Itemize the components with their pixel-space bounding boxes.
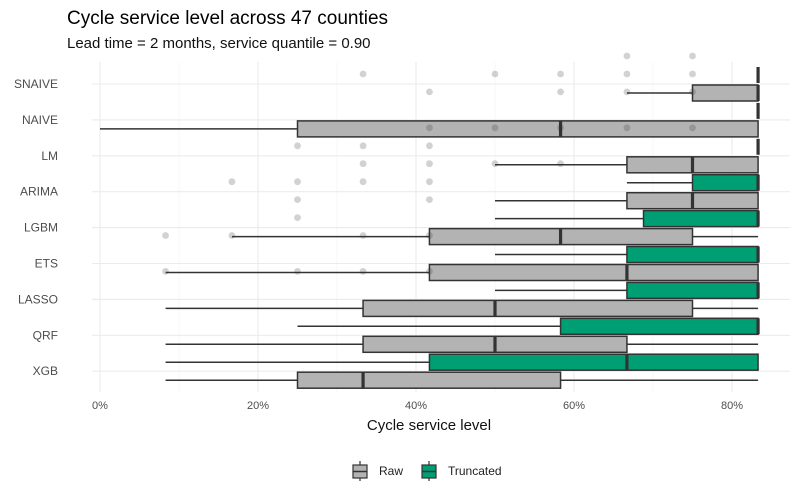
y-axis-tick-labels: SNAIVE NAIVE LM ARIMA LGBM ETS LASSO QRF XGB	[14, 77, 58, 378]
y-tick-label: LM	[41, 149, 58, 163]
x-axis-tick-labels: 0% 20% 40% 60% 80%	[92, 400, 743, 412]
x-tick-label: 20%	[247, 400, 269, 412]
x-tick-label: 80%	[721, 400, 743, 412]
x-tick-label: 60%	[563, 400, 585, 412]
outlier-point	[557, 160, 564, 168]
legend-key-raw	[352, 461, 368, 481]
outlier-point	[623, 88, 631, 96]
box-series	[100, 67, 760, 389]
box-raw-lgbm	[231, 227, 759, 246]
box-truncated-arima	[626, 173, 760, 192]
box-iqr	[642, 209, 759, 228]
y-tick-label: ETS	[35, 257, 58, 271]
box-raw-snaive	[626, 84, 760, 102]
box-iqr	[362, 299, 694, 318]
outlier-point	[228, 232, 236, 239]
box-iqr	[691, 173, 759, 192]
box-raw-ets	[165, 263, 759, 282]
outlier-point	[491, 160, 499, 168]
outlier-point	[426, 196, 433, 204]
outlier-point	[426, 88, 433, 96]
x-tick-label: 0%	[92, 400, 108, 412]
outlier-point	[689, 88, 696, 96]
chart-title: Cycle service level across 47 counties	[67, 8, 388, 29]
outlier-point	[359, 178, 367, 186]
outlier-point	[623, 124, 631, 132]
outlier-point	[689, 70, 696, 78]
x-tick-label: 40%	[405, 400, 427, 412]
box-truncated-lgbm	[495, 209, 760, 228]
box-iqr	[296, 371, 562, 389]
chart-subtitle: Lead time = 2 months, service quantile =…	[67, 35, 371, 52]
outlier-point	[162, 268, 169, 275]
outlier-point	[294, 268, 301, 275]
y-tick-label: NAIVE	[22, 113, 58, 127]
y-tick-label: SNAIVE	[14, 77, 58, 91]
box-truncated-qrf	[297, 317, 760, 336]
outlier-point	[294, 142, 301, 150]
outlier-point	[689, 52, 696, 60]
y-tick-label: ARIMA	[20, 185, 58, 199]
box-raw-lasso	[165, 299, 759, 318]
outlier-point	[294, 196, 301, 204]
outlier-point	[359, 268, 367, 275]
box-iqr	[691, 84, 759, 102]
x-axis-label: Cycle service level	[367, 417, 491, 434]
outlier-point	[623, 52, 631, 60]
box-iqr	[559, 317, 759, 336]
y-tick-label: LGBM	[24, 221, 58, 235]
box-truncated-lasso	[495, 281, 760, 300]
outlier-point	[426, 142, 433, 150]
outlier-point	[359, 142, 367, 150]
outlier-point	[557, 124, 564, 132]
legend-key-truncated	[421, 461, 437, 481]
legend-label: Truncated	[448, 464, 502, 478]
gridlines	[92, 62, 790, 392]
outlier-point	[426, 178, 433, 186]
box-iqr	[626, 281, 759, 300]
box-raw-qrf	[165, 335, 759, 354]
box-raw-xgb	[165, 371, 759, 389]
box-raw-naive	[100, 120, 759, 138]
box-raw-arima	[495, 191, 759, 210]
box-iqr	[428, 263, 759, 282]
outlier-point	[426, 124, 433, 132]
box-iqr	[428, 353, 759, 371]
box-truncated-ets	[495, 245, 760, 264]
outlier-point	[491, 124, 499, 132]
outlier-point	[623, 70, 631, 78]
box-iqr	[296, 120, 759, 138]
outlier-point	[359, 70, 367, 78]
outlier-point	[689, 124, 696, 132]
outlier-points	[162, 52, 696, 275]
outlier-point	[426, 232, 433, 239]
y-tick-label: LASSO	[18, 292, 58, 306]
y-tick-label: XGB	[33, 364, 58, 378]
outlier-point	[359, 160, 367, 168]
box-raw-lm	[495, 156, 759, 174]
box-truncated-xgb	[165, 353, 759, 371]
legend: Raw Truncated	[352, 461, 502, 481]
outlier-point	[557, 88, 564, 96]
outlier-point	[294, 214, 301, 222]
outlier-point	[359, 232, 367, 239]
outlier-point	[426, 268, 433, 275]
outlier-point	[426, 160, 433, 168]
outlier-point	[557, 70, 564, 78]
outlier-point	[294, 178, 301, 186]
outlier-point	[228, 178, 236, 186]
outlier-point	[162, 232, 169, 239]
box-iqr	[626, 245, 759, 264]
outlier-point	[491, 70, 499, 78]
legend-label: Raw	[379, 464, 403, 478]
y-tick-label: QRF	[33, 328, 58, 342]
